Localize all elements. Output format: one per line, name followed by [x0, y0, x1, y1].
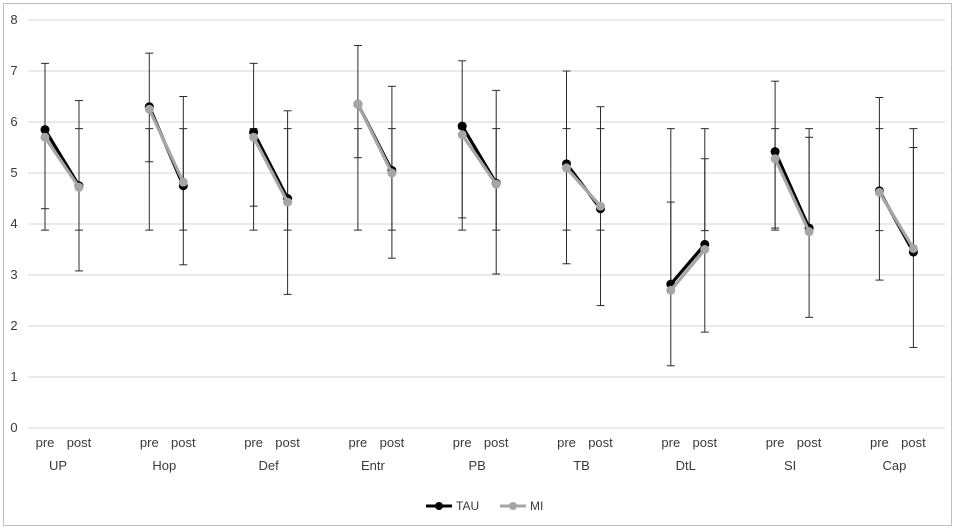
x-tick-label: pre — [870, 435, 889, 450]
data-point — [283, 197, 293, 207]
x-tick-label: post — [693, 435, 718, 450]
data-point — [249, 132, 259, 142]
x-tick-label: pre — [453, 435, 472, 450]
y-tick-label: 7 — [10, 63, 17, 78]
series-line — [773, 157, 811, 234]
data-point — [874, 187, 884, 197]
series-line — [773, 149, 811, 230]
data-point — [178, 177, 188, 187]
gridlines — [28, 19, 945, 429]
series-line — [460, 133, 498, 186]
x-tick-label: pre — [36, 435, 55, 450]
x-tick-label: post — [588, 435, 613, 450]
x-tick-label: pre — [140, 435, 159, 450]
data-point — [770, 147, 780, 157]
x-tick-label: post — [67, 435, 92, 450]
group-label: TB — [573, 458, 590, 473]
x-tick-label: post — [484, 435, 509, 450]
x-tick-label: pre — [766, 435, 785, 450]
x-tick-label: pre — [244, 435, 263, 450]
series-line — [877, 190, 916, 251]
group-label: UP — [49, 458, 67, 473]
legend-label: TAU — [456, 499, 479, 513]
y-tick-label: 0 — [10, 420, 17, 435]
y-axis: 0 1 2 3 4 5 6 7 8 — [10, 12, 17, 435]
x-tick-label: post — [171, 435, 196, 450]
series-line — [147, 107, 185, 184]
data-point — [74, 182, 84, 192]
data-point — [562, 163, 571, 173]
series-line — [669, 242, 707, 286]
series-line — [252, 130, 290, 201]
data-point — [353, 99, 363, 109]
x-tick-label: pre — [661, 435, 680, 450]
x-tick-label: post — [901, 435, 926, 450]
legend-swatch-marker — [435, 502, 443, 510]
x-tick-label: post — [797, 435, 822, 450]
data-point — [491, 179, 501, 189]
series-lines — [40, 99, 918, 295]
y-tick-label: 8 — [10, 12, 17, 27]
x-tick-label: pre — [557, 435, 576, 450]
error-bars — [41, 45, 918, 367]
group-label: DtL — [676, 458, 696, 473]
series-line — [564, 166, 603, 208]
y-tick-label: 3 — [10, 267, 17, 282]
data-point — [40, 132, 50, 142]
series-line — [43, 135, 81, 189]
series-line — [356, 102, 394, 175]
data-point — [457, 130, 467, 140]
data-point — [666, 285, 676, 295]
y-tick-label: 1 — [10, 369, 17, 384]
y-tick-label: 4 — [10, 216, 17, 231]
group-label: Entr — [361, 458, 386, 473]
x-tick-label: post — [380, 435, 405, 450]
data-point — [908, 243, 918, 253]
chart-frame — [3, 3, 952, 526]
legend: TAU MI — [426, 499, 543, 513]
data-point — [40, 125, 50, 135]
data-point — [457, 121, 467, 131]
group-label: PB — [469, 458, 486, 473]
y-tick-label: 2 — [10, 318, 17, 333]
legend-swatch-marker — [509, 502, 517, 510]
legend-label: MI — [530, 499, 543, 513]
data-point — [700, 245, 710, 254]
data-point — [596, 201, 605, 211]
series-line — [252, 135, 290, 204]
data-point — [387, 168, 397, 178]
group-label: Def — [258, 458, 279, 473]
group-label: Cap — [882, 458, 906, 473]
data-point — [144, 104, 154, 114]
group-label: Hop — [152, 458, 176, 473]
data-point — [770, 154, 780, 164]
x-tick-label: pre — [349, 435, 368, 450]
group-label: SI — [784, 458, 796, 473]
data-point — [804, 227, 814, 237]
y-tick-label: 5 — [10, 165, 17, 180]
x-tick-label: post — [275, 435, 300, 450]
series-line — [669, 247, 707, 292]
y-tick-label: 6 — [10, 114, 17, 129]
